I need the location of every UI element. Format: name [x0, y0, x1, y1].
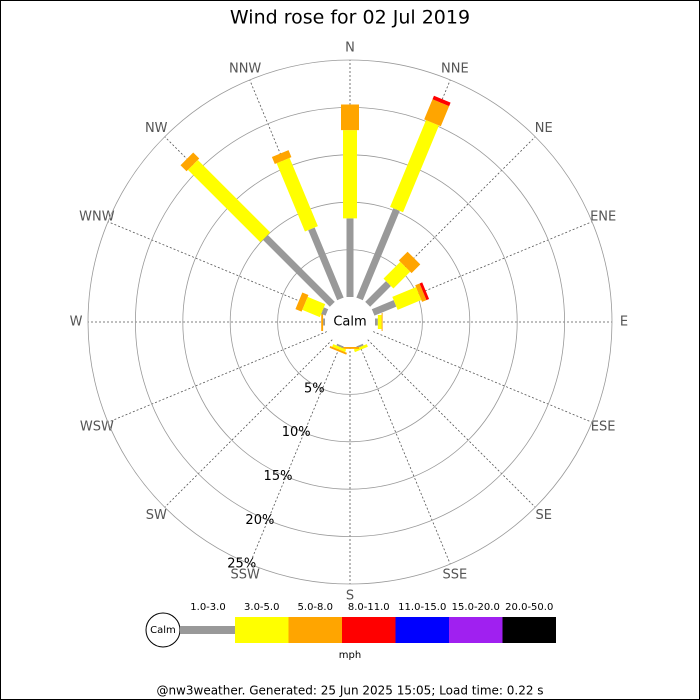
spoke [372, 221, 593, 313]
direction-label: NW [145, 121, 168, 136]
spoke [367, 136, 536, 305]
bar-segment [295, 292, 309, 312]
direction-label: E [620, 315, 628, 330]
spoke [249, 344, 341, 565]
spoke [367, 339, 536, 508]
bar-segment [424, 99, 450, 127]
legend-swatch [235, 617, 289, 643]
bar-segment [353, 344, 368, 353]
bar-segment [356, 343, 364, 349]
r-tick-label: 5% [304, 381, 325, 396]
direction-label: WNW [79, 210, 115, 225]
bar-segment [432, 95, 451, 107]
direction-label: WSW [80, 419, 114, 434]
legend-label: 3.0-5.0 [244, 602, 279, 613]
direction-label: SSE [442, 568, 467, 583]
legend-label: 15.0-20.0 [452, 602, 500, 613]
bar-segment [336, 343, 344, 349]
bar-segment [365, 281, 391, 307]
grid-ring [87, 59, 613, 585]
direction-label: N [345, 41, 355, 56]
direction-label: NE [535, 121, 553, 136]
bar-segment [329, 346, 347, 355]
footer: @nw3weather. Generated: 25 Jun 2025 15:0… [156, 684, 543, 698]
bar-segment [371, 300, 397, 316]
bar-segment [390, 120, 439, 213]
direction-label: S [346, 589, 354, 604]
legend-label: 20.0-50.0 [505, 602, 553, 613]
r-tick-label: 20% [245, 513, 274, 528]
legend-label: 1.0-3.0 [190, 602, 225, 613]
chart-title: Wind rose for 02 Jul 2019 [230, 7, 470, 29]
bar-segment [276, 157, 318, 232]
legend-swatch [342, 617, 396, 643]
bar-segment [356, 208, 400, 301]
r-tick-label: 10% [282, 425, 311, 440]
direction-label: ESE [591, 419, 616, 434]
spoke [359, 344, 451, 565]
direction-label: NNE [441, 61, 469, 76]
calm-circle [325, 297, 375, 347]
r-tick-label: 25% [227, 557, 256, 572]
bar-segment [332, 344, 347, 353]
spoke [249, 79, 341, 300]
bar-segment [415, 283, 427, 302]
legend-label: 5.0-8.0 [298, 602, 333, 613]
bar-segment [302, 296, 326, 318]
direction-label: W [70, 315, 83, 330]
direction-label: SSW [230, 568, 260, 583]
spoke [164, 339, 333, 508]
legend-swatch [395, 617, 449, 643]
bar-segment [180, 152, 200, 172]
legend-swatch [180, 626, 235, 634]
legend-swatch [449, 617, 503, 643]
bar-segment [419, 282, 430, 301]
legend-calm-label: Calm [150, 625, 176, 636]
spoke [372, 331, 593, 423]
direction-label: SE [536, 508, 552, 523]
r-tick-label: 15% [264, 469, 293, 484]
spoke [107, 221, 328, 313]
bar-segment [398, 251, 421, 274]
legend-swatch [288, 617, 342, 643]
direction-label: NNW [229, 61, 261, 76]
bar-segment [321, 307, 329, 316]
spoke [107, 331, 328, 423]
bar-segment [262, 234, 335, 307]
bar-segment [187, 159, 271, 243]
bar-segment [308, 227, 344, 301]
direction-label: SW [146, 508, 167, 523]
bar-segment [271, 150, 292, 164]
bar-segment [392, 287, 422, 310]
legend-label: 11.0-15.0 [398, 602, 446, 613]
legend-unit: mph [339, 650, 361, 661]
direction-label: ENE [590, 210, 616, 225]
bar-segment [383, 261, 411, 289]
calm-label: Calm [333, 315, 366, 330]
legend-label: 8.0-11.0 [348, 602, 390, 613]
legend-swatch [502, 617, 556, 643]
